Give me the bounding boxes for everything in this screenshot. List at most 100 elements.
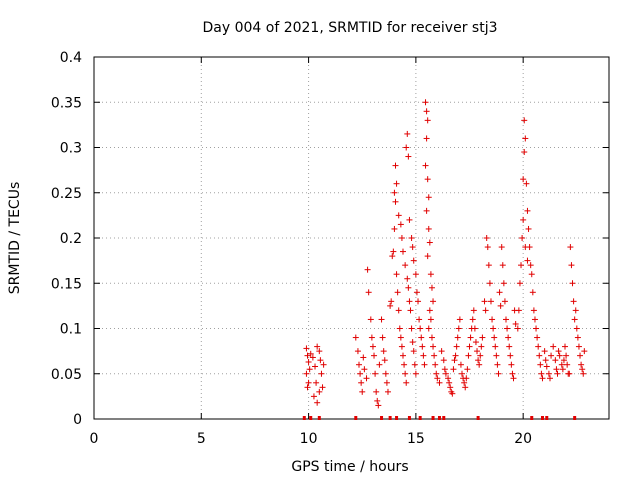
data-point [475,357,482,364]
data-point [425,194,432,201]
data-point [465,352,472,359]
data-point [365,289,372,296]
data-point [566,370,573,377]
data-point [524,257,531,264]
data-point [484,244,491,251]
y-tick-label: 0.4 [60,50,82,66]
data-point [404,130,411,137]
data-point [483,235,490,241]
data-point [456,316,463,323]
data-point [410,257,417,264]
data-point [491,334,498,341]
data-point [527,262,534,269]
data-point [405,284,412,291]
data-point [389,253,396,260]
data-point [489,316,496,323]
data-point [516,280,523,287]
data-point [536,352,543,359]
data-point [371,352,378,359]
data-point [520,216,527,223]
data-point [579,366,586,373]
data-point [411,361,418,368]
data-point [388,298,395,305]
data-point [522,244,529,251]
data-point [424,117,431,124]
data-point [520,176,527,183]
data-point [396,325,403,332]
data-point [545,370,552,377]
data-point-zero [395,416,399,420]
data-point [314,343,321,350]
data-point [555,348,562,355]
data-point [313,379,320,386]
data-point [556,352,563,359]
data-point [317,357,324,364]
data-point [457,361,464,368]
data-point [449,390,456,397]
data-point [400,248,406,255]
data-point [424,253,431,260]
data-point [530,307,537,314]
data-point [409,339,416,346]
data-point [495,370,502,377]
y-tick-label: 0.25 [51,186,82,202]
data-point [423,207,430,214]
data-point [477,352,484,359]
data-point [494,361,501,368]
data-point [481,298,488,305]
data-point-zero [540,416,544,420]
data-point [515,307,522,314]
data-point [501,298,508,305]
data-point [543,363,550,370]
data-point [492,343,499,350]
data-point [426,307,433,314]
data-point [562,343,569,350]
data-point [428,284,435,291]
data-point-zero [380,416,384,420]
data-point [504,325,511,332]
data-point [434,375,441,382]
data-point [550,343,557,350]
data-point [384,388,391,395]
data-point [312,363,319,370]
data-point [482,307,489,314]
data-point [546,375,553,382]
data-point [405,153,412,160]
data-point [387,302,394,309]
data-point [538,370,545,377]
data-point [441,366,448,373]
data-point [422,99,429,106]
data-point [394,289,401,296]
data-point [320,361,327,368]
data-point [406,216,413,223]
data-point [416,316,423,323]
data-point [518,262,525,269]
data-point [503,316,509,323]
data-point [392,162,399,169]
data-point [316,348,323,355]
data-point [521,117,528,124]
data-point-zero [317,416,321,420]
data-point [493,352,500,359]
data-point [307,350,314,357]
x-tick-label: 10 [300,431,318,447]
data-point [383,379,390,386]
data-point [424,176,431,183]
data-point [474,348,481,355]
data-point [487,298,494,305]
data-point [305,379,312,386]
data-point [401,361,408,368]
data-point [430,298,437,305]
tick-labels: 0 5 10 15 20 0 0.05 0.1 0.15 0.2 0.25 0.3 0.35 0.4 [51,50,532,447]
data-point-zero [530,416,534,420]
data-point [500,280,507,287]
data-point [413,289,420,296]
data-point [451,357,458,364]
data-point [485,262,492,269]
data-point [497,302,504,309]
data-point [446,379,453,386]
data-point [397,221,404,228]
data-point [368,334,375,341]
